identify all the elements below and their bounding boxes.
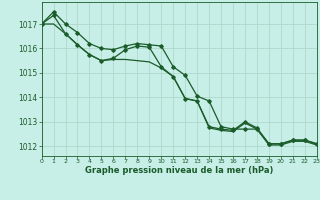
X-axis label: Graphe pression niveau de la mer (hPa): Graphe pression niveau de la mer (hPa) (85, 166, 273, 175)
